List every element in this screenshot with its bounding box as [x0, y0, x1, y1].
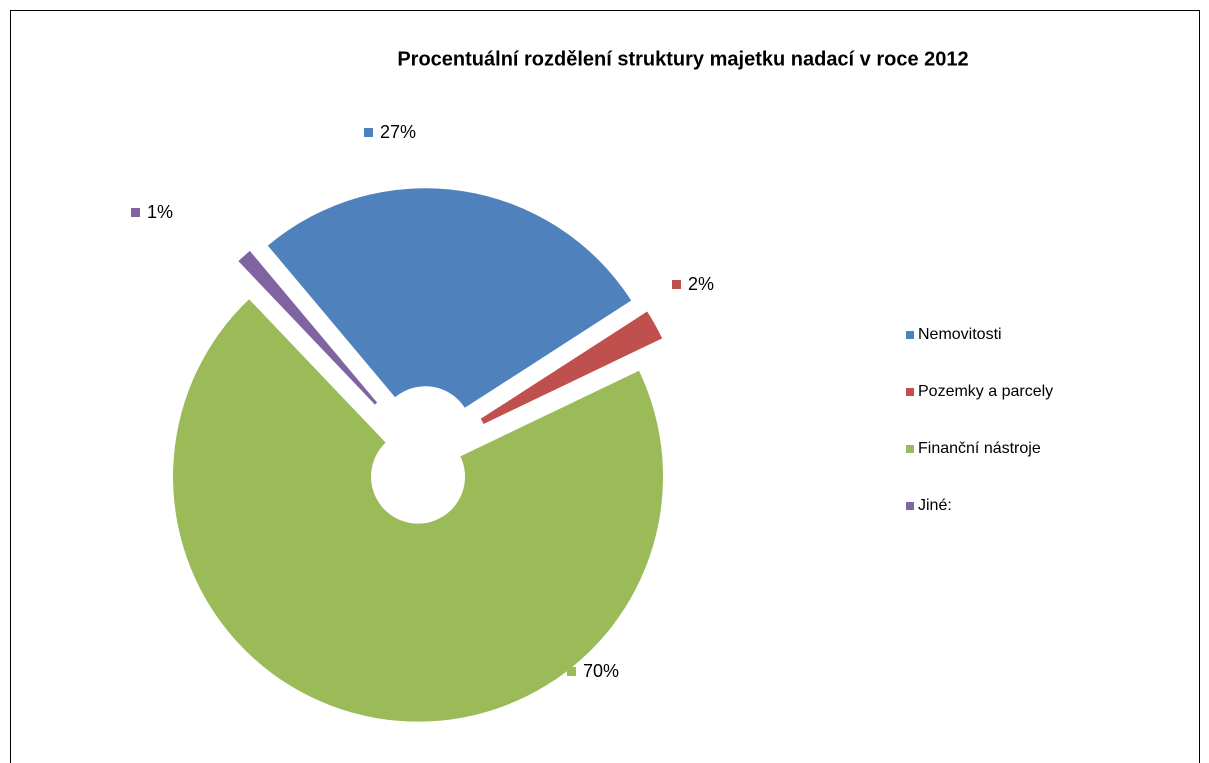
chart-title: Procentuální rozdělení struktury majetku… — [397, 48, 968, 70]
data-label: 27% — [380, 122, 416, 142]
slice — [267, 188, 632, 408]
data-label: 2% — [688, 274, 714, 294]
slice — [173, 299, 664, 722]
legend-label: Jiné: — [918, 497, 952, 514]
data-label: 1% — [147, 202, 173, 222]
label-swatch — [131, 208, 140, 217]
legend-label: Nemovitosti — [918, 326, 1002, 343]
slice — [238, 250, 378, 405]
legend-swatch — [906, 502, 914, 510]
label-swatch — [672, 280, 681, 289]
slice — [480, 311, 663, 424]
legend-label: Pozemky a parcely — [918, 383, 1053, 400]
legend-swatch — [906, 331, 914, 339]
legend-swatch — [906, 388, 914, 396]
label-swatch — [364, 128, 373, 137]
legend-swatch — [906, 445, 914, 453]
label-swatch — [567, 667, 576, 676]
data-label: 70% — [583, 661, 619, 681]
legend-label: Finanční nástroje — [918, 440, 1041, 457]
